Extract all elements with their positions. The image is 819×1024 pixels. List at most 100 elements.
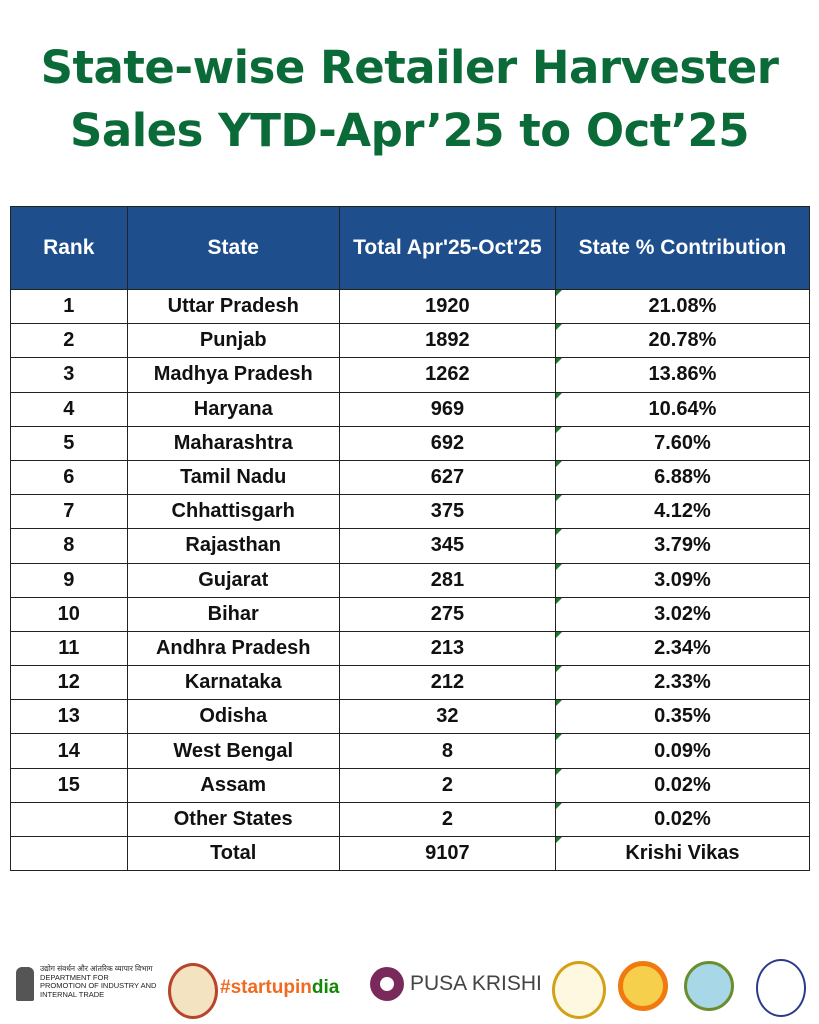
national-emblem-icon [16,967,34,1001]
cell-total: 32 [338,699,556,735]
gear-emblem-icon [618,961,668,1011]
cell-state: Odisha [126,699,340,735]
table-row: Other States 2 0.02% [10,801,811,838]
agri-emblem-icon [168,963,218,1019]
cell-state: Assam [126,767,340,803]
cell-state: Total [126,835,340,872]
cell-contribution: 20.78% [554,323,811,359]
table-row: 4 Haryana 969 10.64% [10,391,811,427]
startupindia-logo: #startupindia [220,977,339,999]
page-title: State-wise Retailer Harvester Sales YTD-… [0,36,819,162]
table-row: 9 Gujarat 281 3.09% [10,562,811,598]
cell-state: Karnataka [126,665,340,701]
cell-state: Madhya Pradesh [126,357,340,393]
header-contribution: State % Contribution [554,206,811,290]
cell-rank [10,835,128,872]
cell-total: 375 [338,494,556,530]
startupindia-text: #startupin [220,977,312,998]
dpiit-line2: PROMOTION OF INDUSTRY AND [40,981,157,990]
table-row: 10 Bihar 275 3.02% [10,596,811,632]
cell-total: 1892 [338,323,556,359]
table-row: 15 Assam 2 0.02% [10,767,811,803]
sales-table: Rank State Total Apr'25-Oct'25 State % C… [10,206,811,872]
cell-rank: 7 [10,494,128,530]
cell-contribution: Krishi Vikas [554,835,811,872]
cell-state: Tamil Nadu [126,459,340,496]
table-body: 1 Uttar Pradesh 1920 21.08% 2 Punjab 1892 20.78… [10,288,811,872]
footer-logos: उद्योग संवर्धन और आंतरिक व्यापार विभाग D… [0,955,819,1020]
cell-total: 692 [338,425,556,461]
cell-state: Gujarat [126,562,340,598]
cell-state: Bihar [126,596,340,632]
cell-state: Andhra Pradesh [126,630,340,667]
cell-state: Maharashtra [126,425,340,461]
cell-rank: 10 [10,596,128,632]
iari-emblem-icon [756,959,806,1017]
cell-state: Chhattisgarh [126,494,340,530]
cell-total: 1262 [338,357,556,393]
cell-contribution: 0.02% [554,767,811,803]
cell-state: Rajasthan [126,528,340,564]
agri-university-emblem-icon [684,961,734,1011]
cell-contribution: 3.09% [554,562,811,598]
cell-total: 627 [338,459,556,496]
cell-rank: 14 [10,733,128,769]
dpiit-line1: DEPARTMENT FOR [40,972,109,982]
cell-contribution: 7.60% [554,425,811,461]
cell-contribution: 21.08% [554,288,811,325]
cell-rank: 11 [10,630,128,667]
dpiit-line3: INTERNAL TRADE [40,989,105,999]
cell-rank: 9 [10,562,128,598]
cell-total: 1920 [338,288,556,325]
startupindia-text-end: dia [311,977,340,998]
cell-contribution: 0.09% [554,733,811,769]
cell-state: Punjab [126,323,340,359]
cell-state: West Bengal [126,733,340,769]
table-row: 12 Karnataka 212 2.33% [10,665,811,701]
table-row: 3 Madhya Pradesh 1262 13.86% [10,357,811,393]
table-row: 2 Punjab 1892 20.78% [10,323,811,359]
wreath-emblem-icon [552,961,606,1019]
cell-total: 969 [338,391,556,427]
cell-rank: 13 [10,699,128,735]
cell-contribution: 0.35% [554,699,811,735]
cell-contribution: 3.02% [554,596,811,632]
cell-total: 212 [338,665,556,701]
cell-contribution: 4.12% [554,494,811,530]
cell-contribution: 13.86% [554,357,811,393]
table-row: 11 Andhra Pradesh 213 2.34% [10,630,811,667]
table-row: 13 Odisha 32 0.35% [10,699,811,735]
table-row: 8 Rajasthan 345 3.79% [10,528,811,564]
cell-contribution: 6.88% [554,459,811,496]
cell-rank: 8 [10,528,128,564]
table-row: 6 Tamil Nadu 627 6.88% [10,459,811,496]
cell-contribution: 0.02% [554,801,811,838]
table-row: 5 Maharashtra 692 7.60% [10,425,811,461]
header-state: State [126,206,340,290]
cell-contribution: 3.79% [554,528,811,564]
table-row: 7 Chhattisgarh 375 4.12% [10,494,811,530]
cell-total: 345 [338,528,556,564]
header-rank: Rank [10,206,128,290]
dpiit-hindi: उद्योग संवर्धन और आंतरिक व्यापार विभाग [40,964,153,973]
title-line-2: Sales YTD-Apr’25 to Oct’25 [69,104,750,157]
header-total: Total Apr'25-Oct'25 [338,206,556,290]
cell-total: 281 [338,562,556,598]
cell-rank: 3 [10,357,128,393]
cell-rank: 12 [10,665,128,701]
cell-total: 9107 [338,835,556,872]
cell-rank: 6 [10,459,128,496]
table-row: 1 Uttar Pradesh 1920 21.08% [10,288,811,325]
cell-rank: 5 [10,425,128,461]
cell-rank [10,801,128,838]
cell-contribution: 2.33% [554,665,811,701]
cell-state: Uttar Pradesh [126,288,340,325]
cell-rank: 1 [10,288,128,325]
cell-contribution: 2.34% [554,630,811,667]
cell-rank: 15 [10,767,128,803]
title-line-1: State-wise Retailer Harvester [40,41,779,94]
cell-total: 213 [338,630,556,667]
cell-total: 2 [338,767,556,803]
table-header-row: Rank State Total Apr'25-Oct'25 State % C… [10,206,811,290]
table-row: 14 West Bengal 8 0.09% [10,733,811,769]
